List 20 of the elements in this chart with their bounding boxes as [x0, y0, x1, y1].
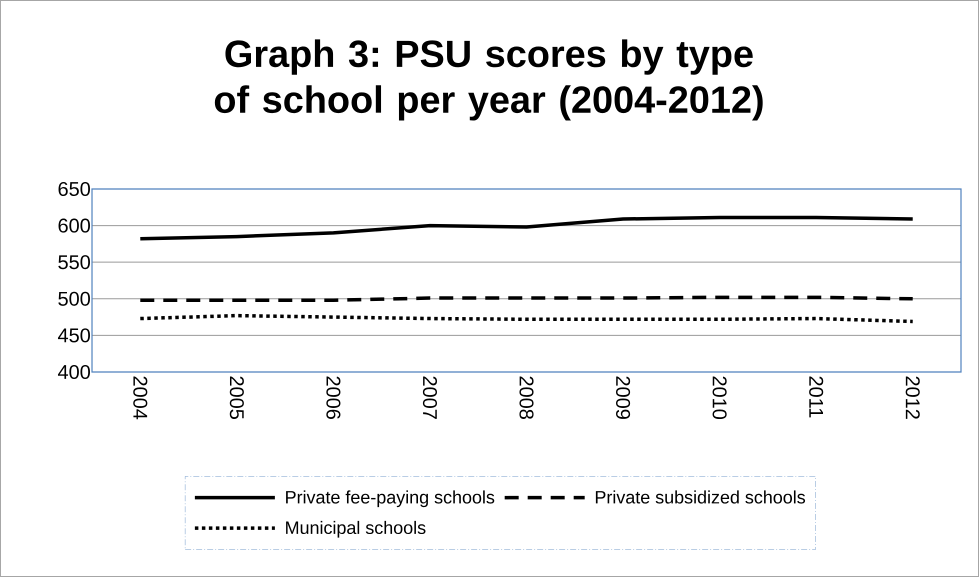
y-tick-label: 650 — [58, 182, 90, 196]
legend-label: Municipal schools — [286, 520, 426, 538]
x-tick-label: 2006 — [326, 376, 340, 419]
x-tick-label: 2008 — [519, 376, 534, 419]
y-tick-label: 550 — [58, 255, 90, 270]
x-tick-label: 2009 — [616, 376, 630, 419]
y-tick-label: 450 — [58, 328, 90, 342]
y-tick-label: 600 — [58, 218, 90, 233]
x-tick-label: 2012 — [906, 376, 920, 419]
x-tick-label: 2004 — [133, 376, 148, 420]
x-tick-label: 2007 — [422, 376, 437, 419]
chart-title: Graph 3: PSU scores by type of school per year (2004-2012) — [214, 39, 763, 121]
x-tick-label: 2010 — [712, 376, 727, 420]
y-tick-label: 400 — [58, 364, 90, 380]
y-tick-label: 500 — [58, 292, 90, 306]
line-series — [138, 216, 914, 241]
x-tick-label: 2011 — [809, 376, 824, 418]
x-tick-label: 2005 — [230, 376, 244, 419]
legend-label: Private subsidized schools — [596, 490, 806, 504]
legend-label: Private fee-paying schools — [286, 490, 494, 508]
